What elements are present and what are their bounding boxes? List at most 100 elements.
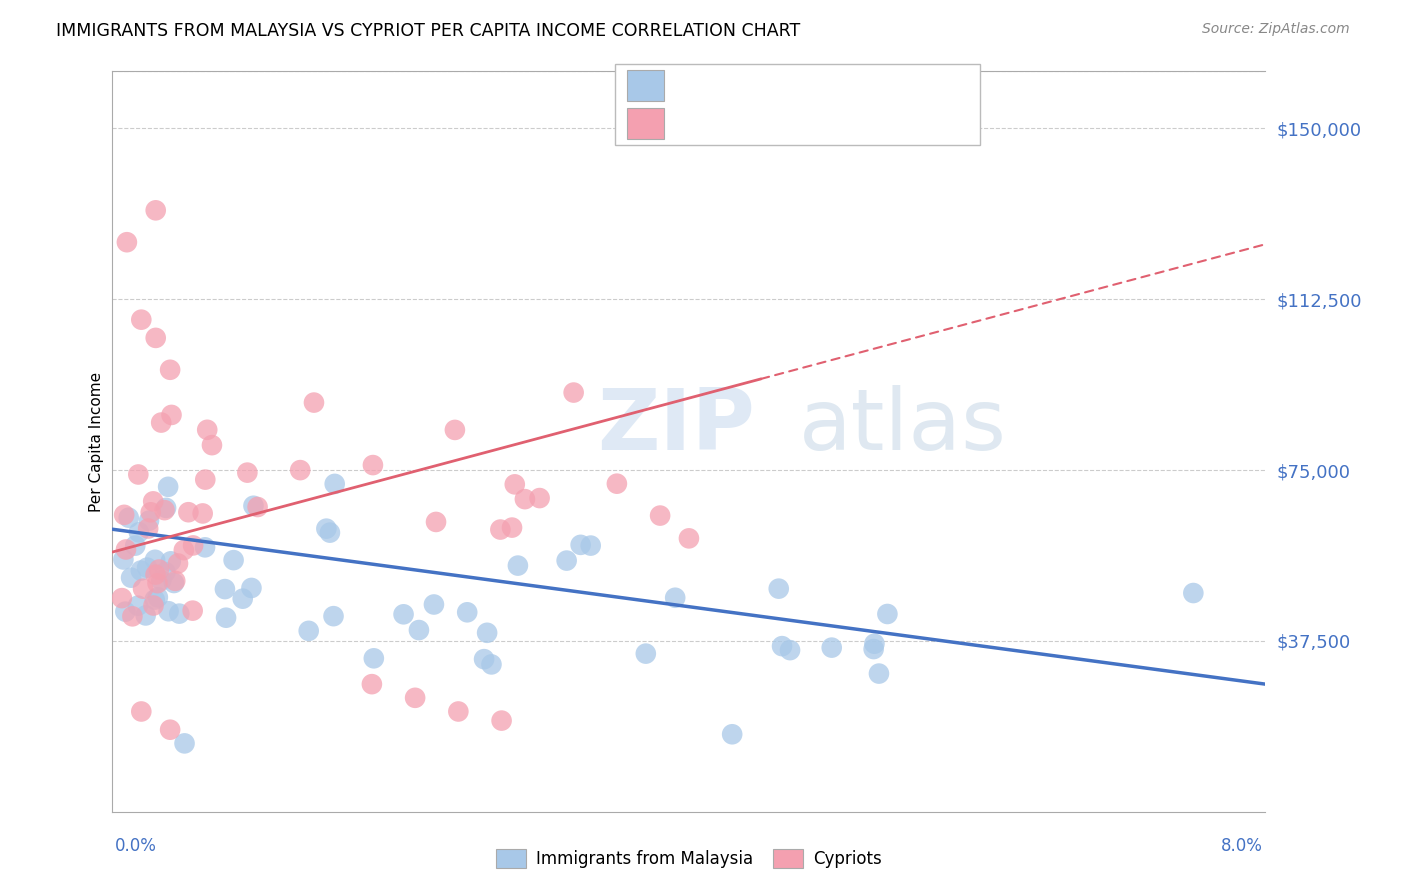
- Point: [135, 608, 157, 623]
- Point: [214, 582, 236, 596]
- Point: [194, 473, 217, 487]
- Point: [863, 637, 886, 651]
- Point: [648, 508, 672, 523]
- Text: IMMIGRANTS FROM MALAYSIA VS CYPRIOT PER CAPITA INCOME CORRELATION CHART: IMMIGRANTS FROM MALAYSIA VS CYPRIOT PER …: [56, 22, 800, 40]
- Point: [128, 525, 150, 540]
- Point: [148, 562, 170, 576]
- Point: [194, 541, 217, 555]
- Point: [112, 552, 135, 566]
- Point: [503, 477, 526, 491]
- Point: [143, 592, 166, 607]
- Legend: Immigrants from Malaysia, Cypriots: Immigrants from Malaysia, Cypriots: [489, 843, 889, 875]
- Point: [129, 564, 152, 578]
- Point: [447, 705, 470, 719]
- Point: [124, 539, 146, 553]
- Point: [159, 363, 181, 377]
- Point: [678, 532, 700, 546]
- Point: [195, 423, 218, 437]
- Point: [425, 515, 447, 529]
- Point: [423, 598, 446, 612]
- Point: [136, 560, 159, 574]
- Point: [363, 651, 385, 665]
- Point: [159, 554, 181, 568]
- Point: [821, 640, 844, 655]
- Text: ZIP: ZIP: [596, 385, 755, 468]
- Point: [165, 574, 187, 588]
- Point: [315, 522, 337, 536]
- Point: [779, 643, 801, 657]
- Point: [444, 423, 467, 437]
- Point: [181, 538, 204, 552]
- Point: [142, 599, 165, 613]
- Point: [562, 385, 585, 400]
- Point: [163, 576, 186, 591]
- Point: [159, 723, 181, 737]
- Text: N = 63: N = 63: [835, 76, 901, 95]
- Text: 0.0%: 0.0%: [115, 837, 157, 855]
- Point: [160, 408, 183, 422]
- Point: [145, 331, 167, 345]
- Point: [481, 657, 503, 672]
- Point: [506, 558, 529, 573]
- Point: [157, 480, 180, 494]
- Point: [129, 312, 153, 326]
- Point: [155, 500, 177, 515]
- Point: [232, 591, 254, 606]
- Point: [475, 625, 498, 640]
- Point: [115, 542, 138, 557]
- Point: [173, 736, 195, 750]
- Point: [115, 235, 138, 250]
- Point: [215, 611, 238, 625]
- Point: [236, 466, 259, 480]
- Text: Source: ZipAtlas.com: Source: ZipAtlas.com: [1202, 22, 1350, 37]
- Point: [132, 582, 155, 596]
- FancyBboxPatch shape: [627, 70, 664, 101]
- Point: [408, 623, 430, 637]
- Point: [120, 571, 142, 585]
- Point: [501, 520, 523, 534]
- Point: [1182, 586, 1205, 600]
- Point: [862, 642, 884, 657]
- Point: [127, 467, 149, 482]
- Point: [129, 705, 153, 719]
- FancyBboxPatch shape: [616, 64, 980, 145]
- Point: [222, 553, 245, 567]
- Point: [169, 607, 191, 621]
- Point: [181, 604, 204, 618]
- Point: [111, 591, 134, 606]
- Point: [173, 543, 195, 558]
- Point: [143, 553, 166, 567]
- Point: [491, 714, 513, 728]
- Text: atlas: atlas: [799, 385, 1007, 468]
- Point: [323, 476, 346, 491]
- Point: [404, 690, 426, 705]
- Point: [721, 727, 744, 741]
- Point: [298, 624, 321, 638]
- Point: [634, 647, 657, 661]
- Point: [664, 591, 686, 605]
- Point: [472, 652, 495, 666]
- Point: [139, 505, 162, 519]
- Point: [138, 514, 160, 528]
- Point: [167, 557, 190, 571]
- Point: [456, 605, 478, 619]
- Point: [529, 491, 551, 505]
- Point: [768, 582, 790, 596]
- Point: [112, 508, 135, 522]
- Text: 8.0%: 8.0%: [1220, 837, 1263, 855]
- Point: [157, 604, 180, 618]
- Point: [302, 395, 325, 409]
- Point: [240, 581, 263, 595]
- Point: [191, 507, 214, 521]
- Point: [606, 476, 628, 491]
- Point: [360, 677, 382, 691]
- Point: [177, 505, 200, 519]
- Text: R = -0.336: R = -0.336: [675, 76, 776, 95]
- FancyBboxPatch shape: [627, 108, 664, 139]
- Point: [136, 522, 159, 536]
- Point: [290, 463, 312, 477]
- Y-axis label: Per Capita Income: Per Capita Income: [89, 371, 104, 512]
- Point: [114, 605, 136, 619]
- Point: [145, 567, 167, 582]
- Point: [201, 438, 224, 452]
